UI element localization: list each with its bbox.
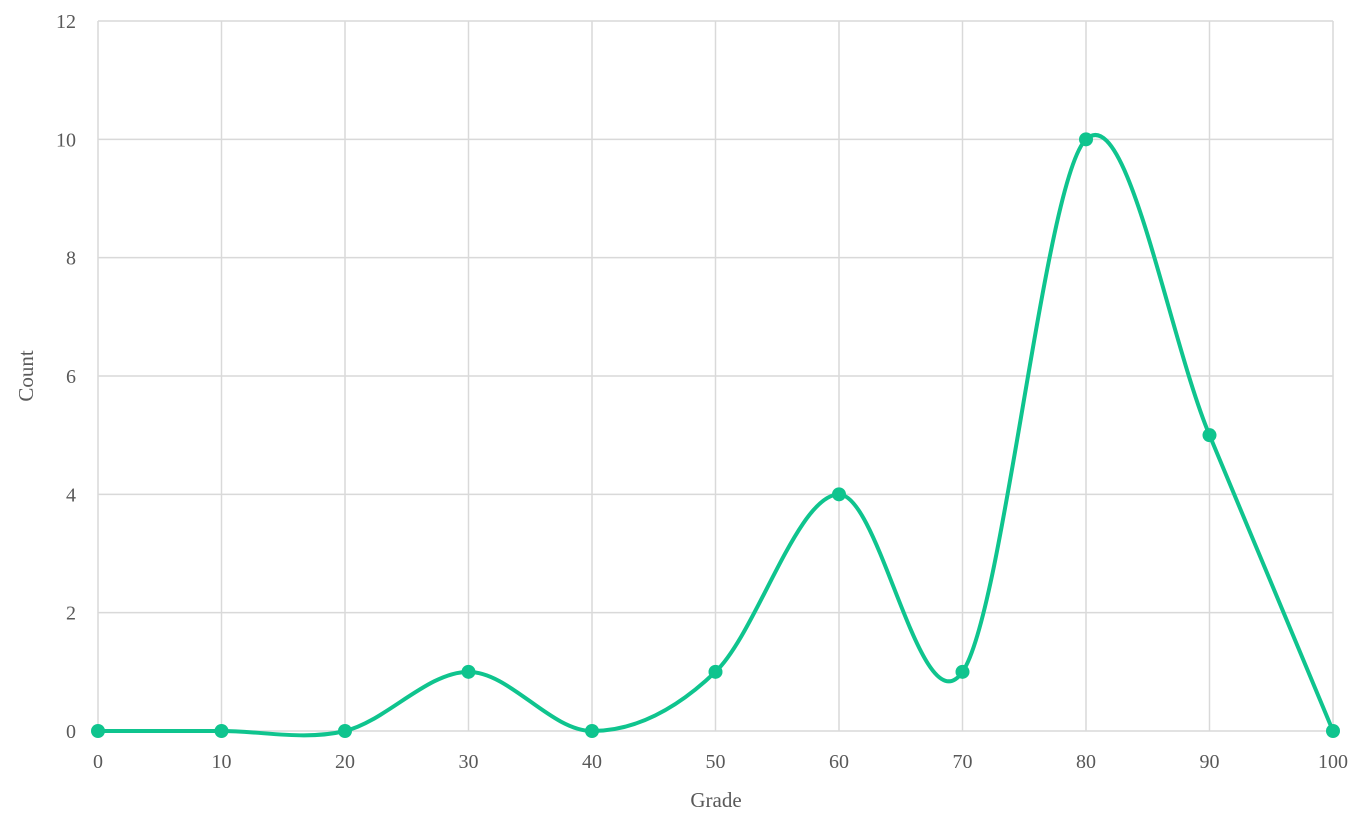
y-axis-title: Count — [14, 350, 38, 402]
x-tick-label: 30 — [459, 751, 479, 773]
x-tick-label: 60 — [829, 751, 849, 773]
x-tick-label: 0 — [93, 751, 103, 773]
y-tick-label: 2 — [66, 603, 76, 625]
grid — [97, 20, 1334, 732]
x-tick-label: 20 — [335, 751, 355, 773]
x-tick-label: 90 — [1200, 751, 1220, 773]
y-tick-label: 8 — [66, 248, 76, 270]
data-point — [832, 487, 846, 502]
data-point — [214, 724, 229, 738]
y-tick-label: 10 — [56, 129, 76, 151]
y-tick-label: 6 — [66, 366, 76, 388]
x-tick-label: 50 — [706, 751, 726, 773]
data-point — [955, 664, 970, 679]
data-point — [91, 724, 105, 738]
series — [91, 132, 1340, 738]
x-tick-label: 80 — [1076, 751, 1096, 773]
y-tick-label: 4 — [66, 484, 76, 506]
tick-labels: 0 2 4 6 8 10 12 0 10 20 30 40 50 60 70 80 90 100 — [56, 11, 1348, 773]
x-tick-label: 70 — [953, 751, 973, 773]
x-tick-label: 10 — [212, 751, 232, 773]
data-point — [1326, 724, 1340, 738]
data-point — [585, 724, 599, 738]
data-point — [461, 664, 476, 679]
y-tick-label: 12 — [56, 11, 76, 33]
x-axis-title: Grade — [690, 788, 741, 812]
data-point — [1079, 132, 1093, 147]
data-point — [338, 724, 352, 738]
data-point — [708, 664, 723, 679]
y-tick-label: 0 — [66, 721, 76, 743]
x-tick-label: 100 — [1318, 751, 1348, 773]
x-tick-label: 40 — [582, 751, 602, 773]
data-point — [1202, 428, 1217, 443]
